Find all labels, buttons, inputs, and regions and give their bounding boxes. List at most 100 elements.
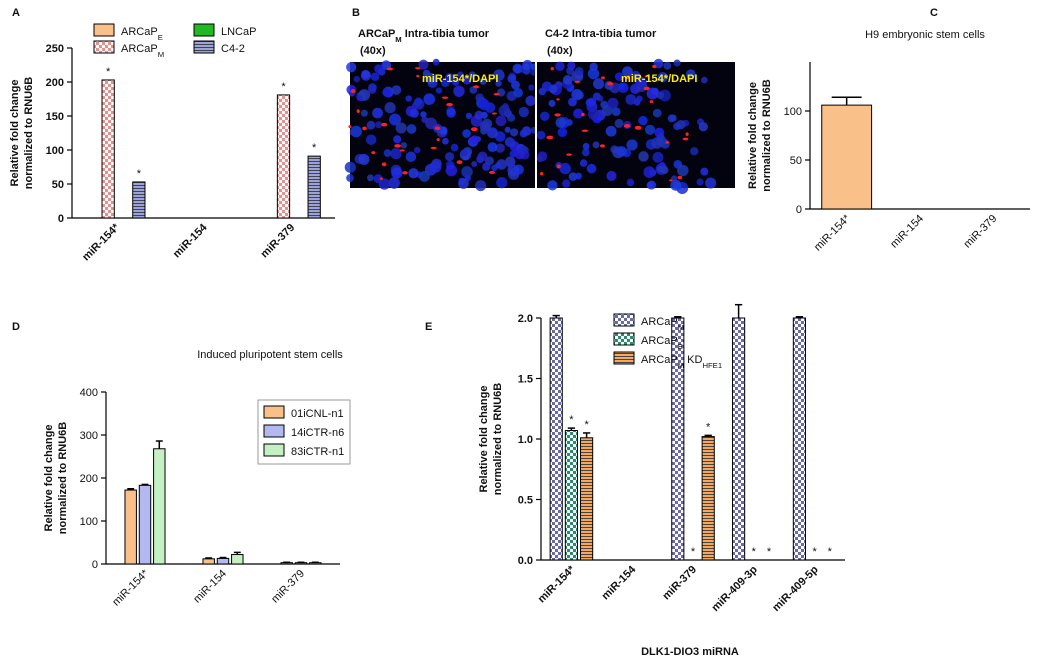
cell-nucleus	[605, 125, 617, 137]
error-bar	[567, 427, 576, 431]
y-tick-label: 0.5	[518, 495, 533, 507]
y-axis-label: Relative fold change	[9, 80, 21, 187]
legend-box	[257, 399, 351, 465]
red-signal	[399, 149, 405, 152]
cell-nucleus	[657, 71, 668, 83]
red-signal	[669, 179, 673, 182]
panel-label: A	[12, 7, 20, 19]
legend-label: C4-2	[221, 43, 245, 55]
cell-nucleus	[519, 129, 528, 138]
red-signal	[685, 132, 689, 136]
red-signal	[634, 125, 642, 130]
red-signal	[386, 67, 394, 71]
cell-nucleus	[446, 108, 456, 118]
cell-nucleus	[614, 118, 624, 128]
cell-nucleus	[495, 80, 502, 87]
y-tick-label: 1.0	[518, 434, 533, 446]
cell-nucleus	[368, 85, 377, 95]
cell-nucleus	[423, 93, 436, 105]
cell-nucleus	[622, 66, 633, 78]
x-tick-label: miR-154	[191, 568, 229, 606]
cell-nucleus	[479, 121, 490, 132]
cell-nucleus	[406, 124, 417, 134]
error-bar	[127, 488, 135, 491]
x-tick-label: miR-154	[600, 563, 639, 602]
cell-nucleus	[384, 102, 396, 114]
bar	[564, 430, 578, 561]
cell-nucleus	[391, 167, 403, 179]
image-title: ARCaPM Intra-tibia tumor	[358, 28, 490, 44]
cell-nucleus	[588, 108, 600, 120]
red-signal	[470, 127, 478, 132]
y-tick-label: 300	[80, 430, 98, 442]
cell-nucleus	[421, 116, 428, 123]
cell-nucleus	[374, 64, 384, 74]
significance-mark: *	[812, 546, 817, 558]
cell-nucleus	[562, 179, 571, 188]
cell-nucleus	[356, 95, 363, 102]
image-title: (40x)	[360, 45, 386, 57]
red-signal	[348, 125, 352, 129]
y-tick-label: 2.0	[518, 313, 533, 325]
cell-nucleus	[462, 75, 472, 85]
cell-nucleus	[705, 177, 717, 189]
cell-nucleus	[495, 115, 507, 127]
red-signal	[643, 86, 650, 91]
red-signal	[381, 162, 387, 167]
x-tick-label: miR-379	[269, 568, 307, 606]
subscript: M	[158, 50, 164, 59]
cell-nucleus	[496, 88, 506, 97]
red-signal	[644, 75, 650, 78]
cell-nucleus	[509, 141, 520, 152]
significance-mark: *	[312, 142, 317, 154]
cell-nucleus	[468, 71, 476, 79]
cell-nucleus	[361, 69, 370, 79]
error-bar	[704, 434, 712, 437]
red-signal	[446, 102, 453, 107]
cell-nucleus	[465, 112, 473, 119]
cell-nucleus	[370, 72, 380, 81]
cell-nucleus	[461, 166, 473, 178]
red-signal	[607, 82, 614, 86]
x-tick-label: miR-154*	[812, 212, 853, 253]
text-part: ARCaP	[641, 354, 678, 366]
text-part: Intra-tibia tumor	[402, 28, 490, 40]
cell-nucleus	[673, 122, 681, 131]
legend-label: ARCaPM	[641, 316, 684, 332]
chart-title: H9 embryonic stem cells	[865, 29, 985, 41]
cell-nucleus	[644, 124, 656, 135]
y-axis-label: Relative fold change	[478, 386, 490, 493]
red-signal	[414, 67, 421, 70]
cell-nucleus	[445, 164, 458, 177]
legend-swatch	[613, 313, 635, 327]
legend-swatch	[613, 351, 635, 365]
y-tick-label: 50	[790, 155, 802, 167]
red-signal	[550, 67, 554, 71]
cell-nucleus	[626, 139, 638, 151]
red-signal	[554, 113, 561, 117]
red-signal	[402, 171, 408, 175]
error-bar	[795, 316, 804, 318]
y-tick-label: 200	[80, 473, 98, 485]
red-signal	[599, 144, 605, 148]
red-signal	[677, 175, 683, 180]
cell-nucleus	[672, 181, 682, 190]
subscript: M	[395, 35, 401, 44]
red-signal	[356, 109, 360, 114]
cell-nucleus	[382, 88, 391, 97]
cell-nucleus	[405, 95, 412, 102]
cell-nucleus	[638, 151, 649, 162]
cell-nucleus	[450, 143, 459, 152]
red-signal	[362, 126, 367, 131]
red-signal	[682, 137, 689, 141]
cell-nucleus	[700, 76, 708, 84]
bar	[138, 484, 152, 565]
legend-label: LNCaP	[221, 26, 256, 38]
bar	[549, 317, 563, 561]
image-overlay: miR-154*/DAPI	[621, 73, 697, 85]
legend-label: 83iCTR-n1	[291, 446, 344, 458]
bar	[124, 489, 137, 565]
cell-nucleus	[667, 114, 676, 123]
y-axis-label: normalized to RNU6B	[492, 383, 504, 496]
